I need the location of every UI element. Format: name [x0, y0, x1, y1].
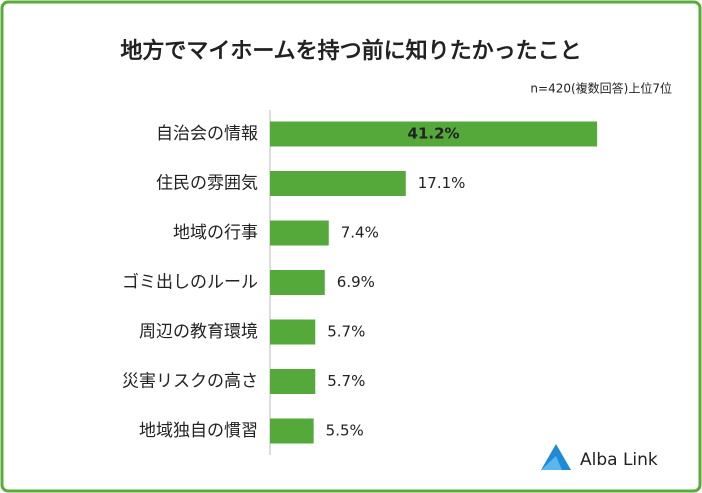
bar — [270, 121, 598, 147]
value-label: 41.2% — [408, 125, 460, 143]
chart-title: 地方でマイホームを持つ前に知りたかったこと — [120, 38, 581, 64]
bar — [270, 220, 329, 246]
chart-subtitle: n=420(複数回答)上位7位 — [530, 81, 672, 96]
bar — [270, 369, 316, 394]
value-label: 17.1% — [418, 174, 466, 192]
logo-icon — [541, 444, 571, 470]
category-label: 災害リスクの高さ — [122, 372, 258, 392]
category-label: 住民の雰囲気 — [156, 174, 258, 194]
bar — [270, 171, 406, 196]
category-label: ゴミ出しのルール — [122, 272, 258, 293]
category-label: 自治会の情報 — [156, 124, 258, 144]
category-label: 周辺の教育環境 — [139, 322, 258, 342]
bar — [270, 418, 314, 444]
value-label: 5.5% — [326, 422, 364, 440]
category-label: 地域の行事 — [173, 223, 258, 243]
value-label: 7.4% — [341, 224, 379, 242]
bar — [270, 319, 316, 345]
category-label: 地域独自の慣習 — [139, 421, 258, 441]
bar — [270, 270, 325, 295]
value-label: 5.7% — [327, 372, 365, 390]
logo-text: Alba Link — [580, 450, 658, 470]
value-label: 5.7% — [327, 323, 365, 341]
value-label: 6.9% — [337, 273, 375, 291]
